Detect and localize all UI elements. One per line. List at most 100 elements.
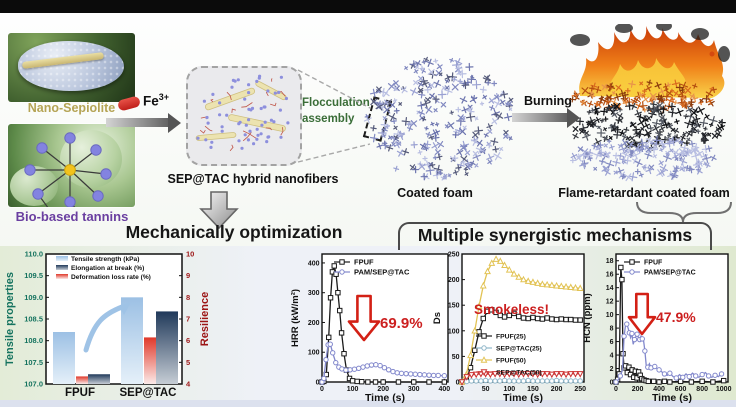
svg-text:FPUF(25): FPUF(25) <box>496 334 526 341</box>
legend: Tensile strength (kPa) Elongation at brea… <box>56 256 151 281</box>
svg-text:300: 300 <box>308 290 320 297</box>
svg-text:107.0: 107.0 <box>24 380 43 389</box>
right-axis-label: Resilience <box>199 292 211 346</box>
series-PAM/SEP@TAC <box>319 341 448 385</box>
svg-text:108.0: 108.0 <box>24 336 43 345</box>
svg-text:50: 50 <box>452 354 460 361</box>
svg-text:Smokeless!: Smokeless! <box>474 302 549 317</box>
svg-text:107.5: 107.5 <box>24 358 43 367</box>
y-axis-label: HRR (kW/m²) <box>290 289 301 347</box>
svg-text:SEP@TAC(25): SEP@TAC(25) <box>496 346 542 353</box>
smoke-density-chart: 0 50 100 150 200 250 0 50 100 150 200 250 Ds Time (s)… <box>428 248 588 407</box>
svg-text:7: 7 <box>186 315 190 324</box>
synergy-bracket-box <box>398 222 712 250</box>
bar-chart-svg: 110.0 109.5 109.0 108.5 108.0 107.5 107.0 10 9 8 7… <box>4 250 211 400</box>
svg-text:800: 800 <box>696 386 708 393</box>
svg-text:200: 200 <box>551 386 563 393</box>
annotation: 69.9% <box>347 294 423 342</box>
svg-text:100: 100 <box>503 386 515 393</box>
foam-texture <box>363 56 514 181</box>
legend: FPUF PAM/SEP@TAC <box>624 259 696 277</box>
flocculation-label: Flocculation assembly <box>302 97 370 125</box>
svg-text:SEP@TAC(50): SEP@TAC(50) <box>496 370 542 377</box>
svg-text:600: 600 <box>675 386 687 393</box>
bar-Tensile strength (kPa) <box>121 297 143 384</box>
flame-retardant-foam-label: Flame-retardant coated foam <box>558 186 730 200</box>
hrr-svg: 0 100 200 300 400 0 100 200 300 400 HRR (kW/m²) Tim… <box>290 253 450 404</box>
hcn-svg: 0 200 400 600 800 1000 0 2 4 6 8 10 12 14 16 18 HCN (ppm… <box>582 253 732 404</box>
category-label: FPUF <box>65 387 95 399</box>
svg-text:PAM/SEP@TAC: PAM/SEP@TAC <box>644 270 696 277</box>
annotation: Smokeless! <box>474 302 549 317</box>
coated-foam-label: Coated foam <box>397 186 473 200</box>
svg-text:50: 50 <box>482 386 490 393</box>
bar-Elongation at break (%) <box>88 374 110 384</box>
x-axis-label: Time (s) <box>652 392 692 404</box>
svg-text:100: 100 <box>347 386 359 393</box>
svg-text:4: 4 <box>186 380 191 389</box>
svg-text:300: 300 <box>408 386 420 393</box>
sep-tac-label: SEP@TAC hybrid nanofibers <box>167 172 339 186</box>
svg-text:8: 8 <box>610 326 614 333</box>
top-black-bar <box>0 0 736 13</box>
smoke-icon <box>656 24 672 31</box>
molecule-node <box>24 164 36 176</box>
svg-text:1000: 1000 <box>716 386 732 393</box>
svg-text:69.9%: 69.9% <box>380 315 423 332</box>
svg-text:FPUF: FPUF <box>644 260 663 267</box>
bar-Tensile strength (kPa) <box>53 332 75 384</box>
bar-Elongation at break (%) <box>156 311 178 384</box>
svg-text:0: 0 <box>460 386 464 393</box>
svg-text:8: 8 <box>186 293 190 302</box>
annotation: 47.9% <box>627 292 696 336</box>
molecule-node <box>36 142 48 154</box>
category-label: SEP@TAC <box>119 387 176 399</box>
axes: 0 200 400 600 800 1000 0 2 4 6 8 10 12 14 16 18 <box>606 258 732 393</box>
svg-text:110.0: 110.0 <box>25 250 43 259</box>
svg-text:250: 250 <box>574 386 586 393</box>
svg-text:Tensile strength (kPa): Tensile strength (kPa) <box>71 256 139 263</box>
molecule-node <box>32 188 44 200</box>
svg-text:Deformation loss rate (%): Deformation loss rate (%) <box>71 274 151 281</box>
svg-text:200: 200 <box>377 386 389 393</box>
bio-tannins-label: Bio-based tannins <box>15 209 129 224</box>
svg-text:0: 0 <box>320 386 324 393</box>
svg-text:0: 0 <box>610 380 614 387</box>
x-axis-label: Time (s) <box>503 392 543 404</box>
svg-text:47.9%: 47.9% <box>656 309 696 325</box>
svg-text:100: 100 <box>308 350 320 357</box>
svg-text:200: 200 <box>632 386 644 393</box>
svg-text:400: 400 <box>438 386 450 393</box>
svg-text:16: 16 <box>606 272 614 279</box>
molecule-node <box>64 132 76 144</box>
nanofiber-texture <box>195 74 290 152</box>
svg-text:6: 6 <box>610 339 614 346</box>
svg-text:400: 400 <box>653 386 665 393</box>
synergy-section-title: Multiple synergistic mechanisms <box>417 225 693 245</box>
svg-text:150: 150 <box>448 303 460 310</box>
svg-text:6: 6 <box>186 336 190 345</box>
decrease-arrow-icon <box>627 292 657 336</box>
spark-icon <box>709 51 715 57</box>
burning-label: Burning <box>524 94 572 108</box>
svg-text:12: 12 <box>606 299 614 306</box>
mechanical-bar-chart: 110.0 109.5 109.0 108.5 108.0 107.5 107.0 10 9 8 7… <box>2 246 216 407</box>
molecule-node <box>64 196 76 207</box>
bar-Deformation loss rate (%) <box>76 376 88 384</box>
svg-text:Elongation at break (%): Elongation at break (%) <box>71 265 144 272</box>
foam-texture <box>572 100 726 152</box>
smoke-icon <box>615 24 633 33</box>
svg-text:109.0: 109.0 <box>24 293 43 302</box>
flocculation-box <box>186 66 302 166</box>
svg-text:10: 10 <box>606 312 614 319</box>
fe3-label: Fe3+ <box>143 92 170 109</box>
svg-text:5: 5 <box>186 358 190 367</box>
svg-text:2: 2 <box>610 366 614 373</box>
brace-icon <box>636 201 732 223</box>
svg-text:108.5: 108.5 <box>24 315 43 324</box>
molecule-graph <box>24 132 112 207</box>
smoke-icon <box>570 34 590 46</box>
smoke-icon <box>718 46 730 62</box>
legend: FPUF(25) SEP@TAC(25) FPUF(50) SEP@TAC(50) <box>476 333 542 377</box>
decrease-arrow-icon <box>347 294 381 342</box>
